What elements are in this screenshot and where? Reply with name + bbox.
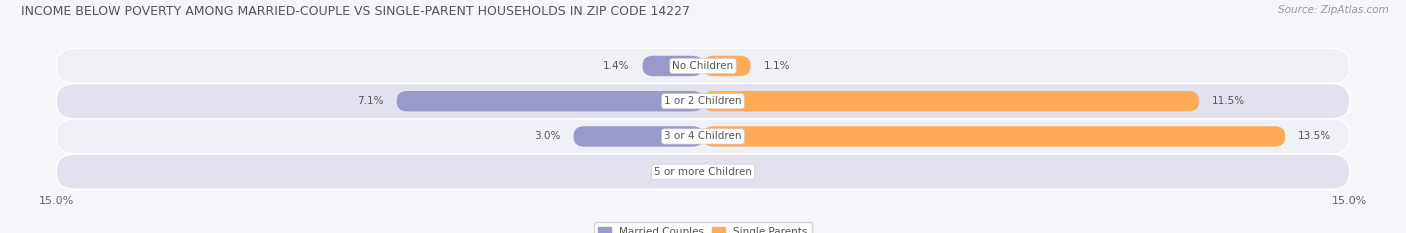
Text: 3.0%: 3.0% xyxy=(534,131,561,141)
FancyBboxPatch shape xyxy=(56,119,1350,154)
Text: 3 or 4 Children: 3 or 4 Children xyxy=(664,131,742,141)
Text: 1.1%: 1.1% xyxy=(763,61,790,71)
Legend: Married Couples, Single Parents: Married Couples, Single Parents xyxy=(595,223,811,233)
Text: 1 or 2 Children: 1 or 2 Children xyxy=(664,96,742,106)
FancyBboxPatch shape xyxy=(643,56,703,76)
Text: 0.0%: 0.0% xyxy=(716,167,742,177)
Text: 5 or more Children: 5 or more Children xyxy=(654,167,752,177)
FancyBboxPatch shape xyxy=(56,154,1350,189)
FancyBboxPatch shape xyxy=(56,84,1350,119)
FancyBboxPatch shape xyxy=(703,56,751,76)
Text: Source: ZipAtlas.com: Source: ZipAtlas.com xyxy=(1278,5,1389,15)
Text: 1.4%: 1.4% xyxy=(603,61,630,71)
FancyBboxPatch shape xyxy=(396,91,703,111)
FancyBboxPatch shape xyxy=(703,126,1285,147)
Text: 11.5%: 11.5% xyxy=(1212,96,1244,106)
FancyBboxPatch shape xyxy=(574,126,703,147)
Text: 7.1%: 7.1% xyxy=(357,96,384,106)
Text: 0.0%: 0.0% xyxy=(664,167,690,177)
Text: No Children: No Children xyxy=(672,61,734,71)
Text: 13.5%: 13.5% xyxy=(1298,131,1331,141)
FancyBboxPatch shape xyxy=(56,48,1350,84)
Text: INCOME BELOW POVERTY AMONG MARRIED-COUPLE VS SINGLE-PARENT HOUSEHOLDS IN ZIP COD: INCOME BELOW POVERTY AMONG MARRIED-COUPL… xyxy=(21,5,690,18)
FancyBboxPatch shape xyxy=(703,91,1199,111)
